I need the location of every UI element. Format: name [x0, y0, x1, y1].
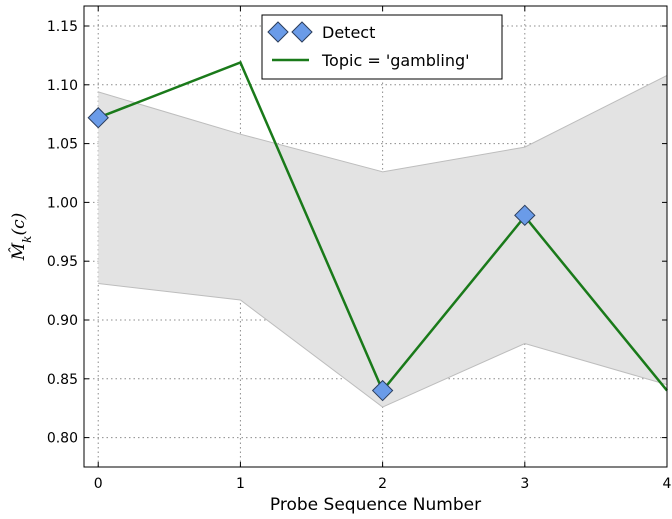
- confidence-band: [98, 74, 668, 408]
- y-axis-label-arg: (c): [9, 213, 29, 236]
- detect-marker: [514, 204, 536, 227]
- y-axis-label: M̂k(c): [9, 213, 34, 262]
- legend-detect-label: Detect: [322, 23, 375, 42]
- x-tick-label: 1: [236, 476, 245, 492]
- band-upper-edge: [98, 74, 668, 173]
- legend: Detect Topic = 'gambling': [261, 14, 503, 80]
- x-tick-label: 3: [520, 476, 529, 492]
- x-tick-label: 2: [378, 476, 387, 492]
- x-axis-ticks: 0 1 2 3 4: [94, 6, 672, 492]
- y-tick-label: 0.95: [47, 254, 78, 270]
- detect-marker: [371, 379, 394, 402]
- series-markers: [87, 107, 536, 402]
- detect-marker: [87, 107, 109, 129]
- y-axis-label-sub: k: [20, 236, 34, 243]
- band-lower-edge: [98, 283, 668, 408]
- x-axis-label: Probe Sequence Number: [270, 495, 481, 515]
- y-tick-label: 1.00: [47, 195, 78, 211]
- y-tick-label: 0.85: [47, 372, 78, 388]
- legend-detect-marker: [267, 21, 289, 43]
- y-tick-label: 1.05: [47, 137, 78, 153]
- y-axis-label-main: M̂: [9, 242, 29, 261]
- band-area: [98, 75, 668, 408]
- y-tick-label: 1.10: [47, 78, 78, 94]
- x-tick-label: 4: [663, 476, 672, 492]
- legend-topic-label: Topic = 'gambling': [321, 51, 470, 70]
- y-tick-label: 1.15: [47, 19, 78, 35]
- y-axis-ticks: 0.80 0.85 0.90 0.95 1.00 1.05 1.10 1.15: [47, 19, 667, 447]
- plot-frame: [83, 5, 668, 468]
- y-tick-label: 0.90: [47, 313, 78, 329]
- y-tick-label: 0.80: [47, 431, 78, 447]
- legend-detect-marker: [291, 21, 313, 43]
- x-tick-label: 0: [94, 476, 103, 492]
